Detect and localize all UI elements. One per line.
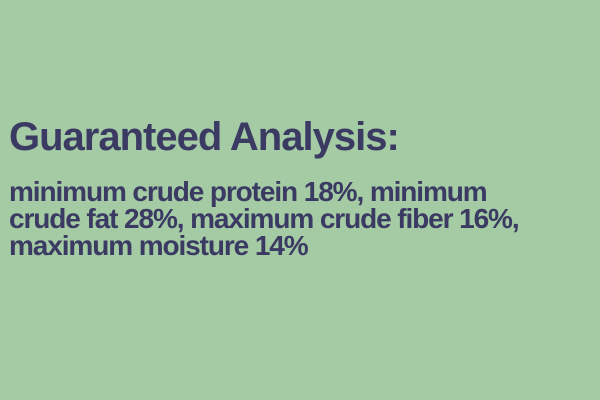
analysis-text-line: crude fat 28%, maximum crude fiber 16%, [9,203,520,234]
analysis-text-line: minimum crude protein 18%, minimum [9,176,488,207]
guaranteed-analysis-panel: Guaranteed Analysis: minimum crude prote… [9,115,594,261]
guaranteed-analysis-title: Guaranteed Analysis: [9,115,400,159]
analysis-text: minimum crude protein 18%, minimum crude… [9,176,594,261]
analysis-text-line: maximum moisture 14% [9,230,309,261]
